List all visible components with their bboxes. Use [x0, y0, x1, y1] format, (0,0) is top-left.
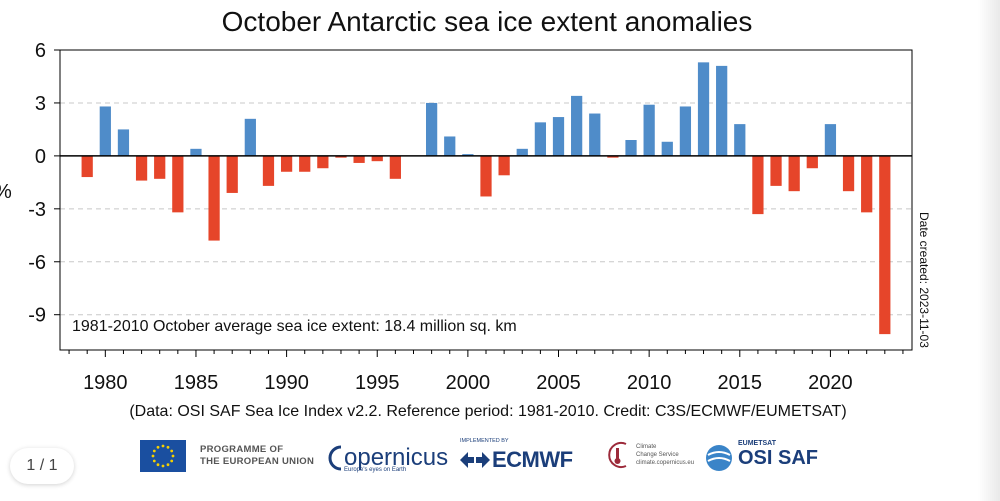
bar-1996: [389, 155, 401, 179]
osisaf-logo: EUMETSAT OSI SAF: [704, 440, 819, 474]
y-tick-label: 6: [35, 40, 46, 62]
x-tick-label: 2010: [627, 372, 672, 394]
x-tick-label: 1990: [264, 372, 309, 394]
c3s-url: climate.copernicus.eu: [636, 460, 695, 466]
caption: (Data: OSI SAF Sea Ice Index v2.2. Refer…: [129, 403, 846, 420]
copernicus-tagline: Europe's eyes on Earth: [344, 467, 407, 473]
bar-2022: [861, 155, 873, 213]
c3s-line2: Change Service: [636, 452, 679, 458]
bar-2018: [788, 155, 800, 192]
bar-2008: [607, 155, 619, 158]
c3s-logo: Climate Change Service climate.copernicu…: [604, 440, 694, 470]
eu-flag-icon: [140, 440, 186, 472]
y-tick-label: 3: [35, 93, 46, 115]
bar-1982: [135, 155, 148, 181]
bar-2001: [480, 155, 492, 197]
bar-2011: [661, 141, 673, 156]
bar-1983: [154, 155, 166, 179]
bar-1994: [353, 155, 365, 163]
bar-1985: [190, 148, 202, 156]
bar-1979: [81, 155, 93, 178]
ecmwf-arrows-icon: [460, 452, 490, 468]
osisaf-word: OSI SAF: [738, 446, 819, 469]
bar-1992: [317, 155, 329, 169]
bar-2006: [571, 95, 583, 156]
bar-2000: [462, 154, 474, 156]
bar-1995: [371, 155, 383, 162]
bar-1999: [444, 136, 456, 156]
eu-logo: PROGRAMME OF THE EUROPEAN UNION: [140, 440, 314, 472]
bar-1993: [335, 155, 347, 158]
bar-2009: [625, 140, 637, 156]
x-tick-label: 2000: [446, 372, 491, 394]
ecmwf-logo: IMPLEMENTED BY ECMWF: [458, 438, 573, 478]
chart: October Antarctic sea ice extent anomali…: [0, 6, 931, 420]
bar-1986: [208, 155, 220, 241]
bar-2015: [734, 124, 746, 156]
y-tick-label: -3: [28, 199, 46, 221]
bar-1987: [226, 155, 238, 193]
x-axis-ticks: 1980 1985 1990 1995 2000 2005 2010 2015 2020: [68, 350, 904, 394]
x-tick-label: 2020: [808, 372, 853, 394]
x-tick-label: 1985: [174, 372, 219, 394]
bar-2020: [824, 124, 837, 156]
eu-line2: THE EUROPEAN UNION: [200, 456, 315, 467]
bar-2013: [697, 62, 710, 156]
y-axis-label: %: [0, 181, 12, 203]
bar-1990: [280, 155, 293, 172]
bar-2010: [643, 104, 655, 156]
y-tick-label: 0: [35, 146, 46, 168]
x-tick-label: 2005: [536, 372, 581, 394]
bar-2023: [879, 155, 891, 335]
copernicus-word: opernicus: [344, 444, 449, 471]
bar-2003: [516, 148, 528, 156]
chart-title: October Antarctic sea ice extent anomali…: [222, 6, 753, 37]
ecmwf-word: ECMWF: [492, 447, 573, 472]
annotation: 1981-2010 October average sea ice extent…: [72, 318, 517, 335]
c3s-line1: Climate: [636, 444, 657, 450]
eu-line1: PROGRAMME OF: [200, 444, 284, 455]
bar-1980: [99, 106, 111, 156]
page-indicator[interactable]: 1 / 1: [10, 448, 74, 484]
bar-2014: [716, 65, 728, 156]
osisaf-globe-icon: [706, 445, 732, 471]
bar-1991: [299, 155, 311, 172]
x-tick-label: 2015: [718, 372, 763, 394]
bar-2019: [806, 155, 818, 169]
bar-2012: [679, 106, 692, 156]
bar-2007: [589, 113, 601, 156]
eumetsat-word: EUMETSAT: [738, 440, 776, 447]
bars: [81, 62, 891, 335]
bar-2021: [842, 155, 855, 192]
bar-2016: [752, 155, 764, 215]
ecmwf-implemented-by: IMPLEMENTED BY: [460, 438, 509, 444]
bar-1988: [244, 118, 256, 156]
bar-2017: [770, 155, 782, 186]
page-edge: [978, 0, 1000, 501]
y-tick-label: -6: [28, 252, 46, 274]
bar-1998: [425, 102, 438, 156]
bar-1989: [262, 155, 275, 186]
bar-2005: [552, 117, 565, 156]
y-tick-label: -9: [28, 305, 46, 327]
bar-1984: [172, 155, 184, 213]
x-tick-label: 1980: [83, 372, 128, 394]
y-axis-ticks: 6 3 0 -3 -6 -9: [28, 40, 60, 327]
bar-2004: [534, 122, 547, 156]
page-indicator-label: 1 / 1: [26, 457, 58, 474]
x-tick-label: 1995: [355, 372, 400, 394]
plot-frame: [59, 49, 913, 351]
bar-2002: [498, 155, 510, 176]
copernicus-logo: opernicus Europe's eyes on Earth: [326, 438, 448, 478]
bar-1981: [117, 129, 130, 156]
c3s-thermometer-icon: [608, 442, 627, 468]
copernicus-swirl-icon: [328, 445, 342, 471]
date-created: Date created: 2023-11-03: [917, 212, 931, 348]
logo-strip: PROGRAMME OF THE EUROPEAN UNION opernicu…: [0, 428, 1000, 501]
